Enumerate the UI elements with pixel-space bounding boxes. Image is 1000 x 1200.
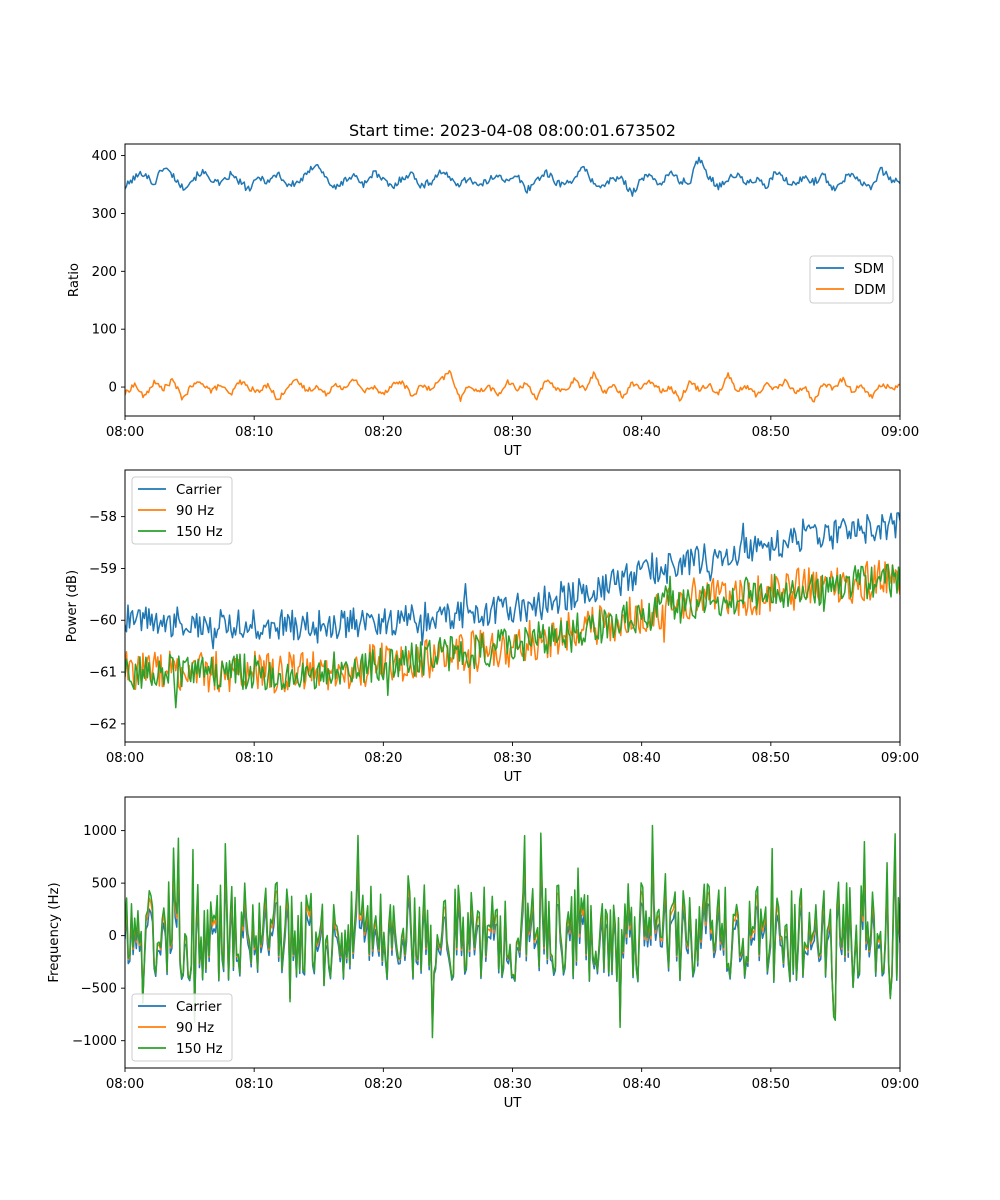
y-axis-label: Power (dB) [65,570,80,642]
y-tick-label: −58 [89,510,117,525]
x-tick-label: 08:10 [235,425,273,440]
x-tick-label: 08:30 [493,1077,531,1092]
y-tick-label: 1000 [83,824,117,839]
x-tick-label: 08:20 [364,425,402,440]
x-tick-label: 09:00 [881,1077,919,1092]
y-tick-label: 100 [92,323,117,338]
legend-label: 90 Hz [176,1021,214,1036]
x-tick-label: 08:10 [235,1077,273,1092]
subplot-3: 08:00 08:10 08:20 08:30 08:40 08:50 09:00 UT −10… [47,796,919,1111]
subplot-1: 08:00 08:10 08:20 08:30 08:40 08:50 09:00 UT 0 10… [67,121,919,459]
series-group [125,512,900,709]
x-tick-label: 09:00 [881,425,919,440]
y-tick-label: −1000 [72,1034,117,1049]
chart-title: Start time: 2023-04-08 08:00:01.673502 [349,121,676,140]
x-tick-label: 08:00 [106,1077,144,1092]
legend-label: 90 Hz [176,504,214,519]
x-tick-label: 08:30 [493,425,531,440]
series-line-150-hz [125,564,900,709]
legend-label: 150 Hz [176,525,223,540]
x-axis-label: UT [504,1096,523,1111]
x-tick-label: 08:40 [623,425,661,440]
series-line-150-hz [125,824,900,1039]
y-axis-label: Frequency (Hz) [47,882,62,982]
legend: Carrier 90 Hz 150 Hz [131,993,233,1062]
x-axis-label: UT [504,444,523,459]
y-tick-label: 400 [92,149,117,164]
y-tick-label: −62 [89,717,117,732]
x-tick-label: 08:10 [235,751,273,766]
x-tick-label: 08:00 [106,425,144,440]
legend-label: DDM [854,283,886,298]
y-tick-label: −59 [89,562,117,577]
legend: SDM DDM [809,255,894,304]
x-tick-label: 08:50 [752,751,790,766]
x-tick-label: 08:30 [493,751,531,766]
legend: Carrier 90 Hz 150 Hz [131,476,233,545]
series-line-sdm [125,156,900,197]
legend-label: Carrier [176,483,222,498]
legend-frame [131,476,233,545]
series-line-ddm [125,369,900,403]
y-tick-label: 200 [92,265,117,280]
legend-label: 150 Hz [176,1042,223,1057]
y-tick-label: 300 [92,207,117,222]
y-tick-label: −61 [89,666,117,681]
subplot-2: 08:00 08:10 08:20 08:30 08:40 08:50 09:00 UT −62… [65,469,919,785]
x-tick-label: 08:40 [623,751,661,766]
legend-label: Carrier [176,1000,222,1015]
x-axis-label: UT [504,770,523,785]
series-group [125,156,900,403]
y-tick-label: 0 [109,381,117,396]
y-tick-label: 500 [92,877,117,892]
x-tick-label: 08:40 [623,1077,661,1092]
series-line-carrier [125,512,900,650]
x-tick-label: 09:00 [881,751,919,766]
y-tick-label: −500 [80,982,117,997]
x-tick-label: 08:20 [364,751,402,766]
y-axis-label: Ratio [67,263,82,297]
x-tick-label: 08:20 [364,1077,402,1092]
legend-frame [131,993,233,1062]
x-tick-label: 08:00 [106,751,144,766]
x-tick-label: 08:50 [752,1077,790,1092]
series-group [125,824,900,1039]
x-tick-label: 08:50 [752,425,790,440]
y-tick-label: −60 [89,614,117,629]
y-tick-label: 0 [109,929,117,944]
legend-label: SDM [854,262,884,277]
